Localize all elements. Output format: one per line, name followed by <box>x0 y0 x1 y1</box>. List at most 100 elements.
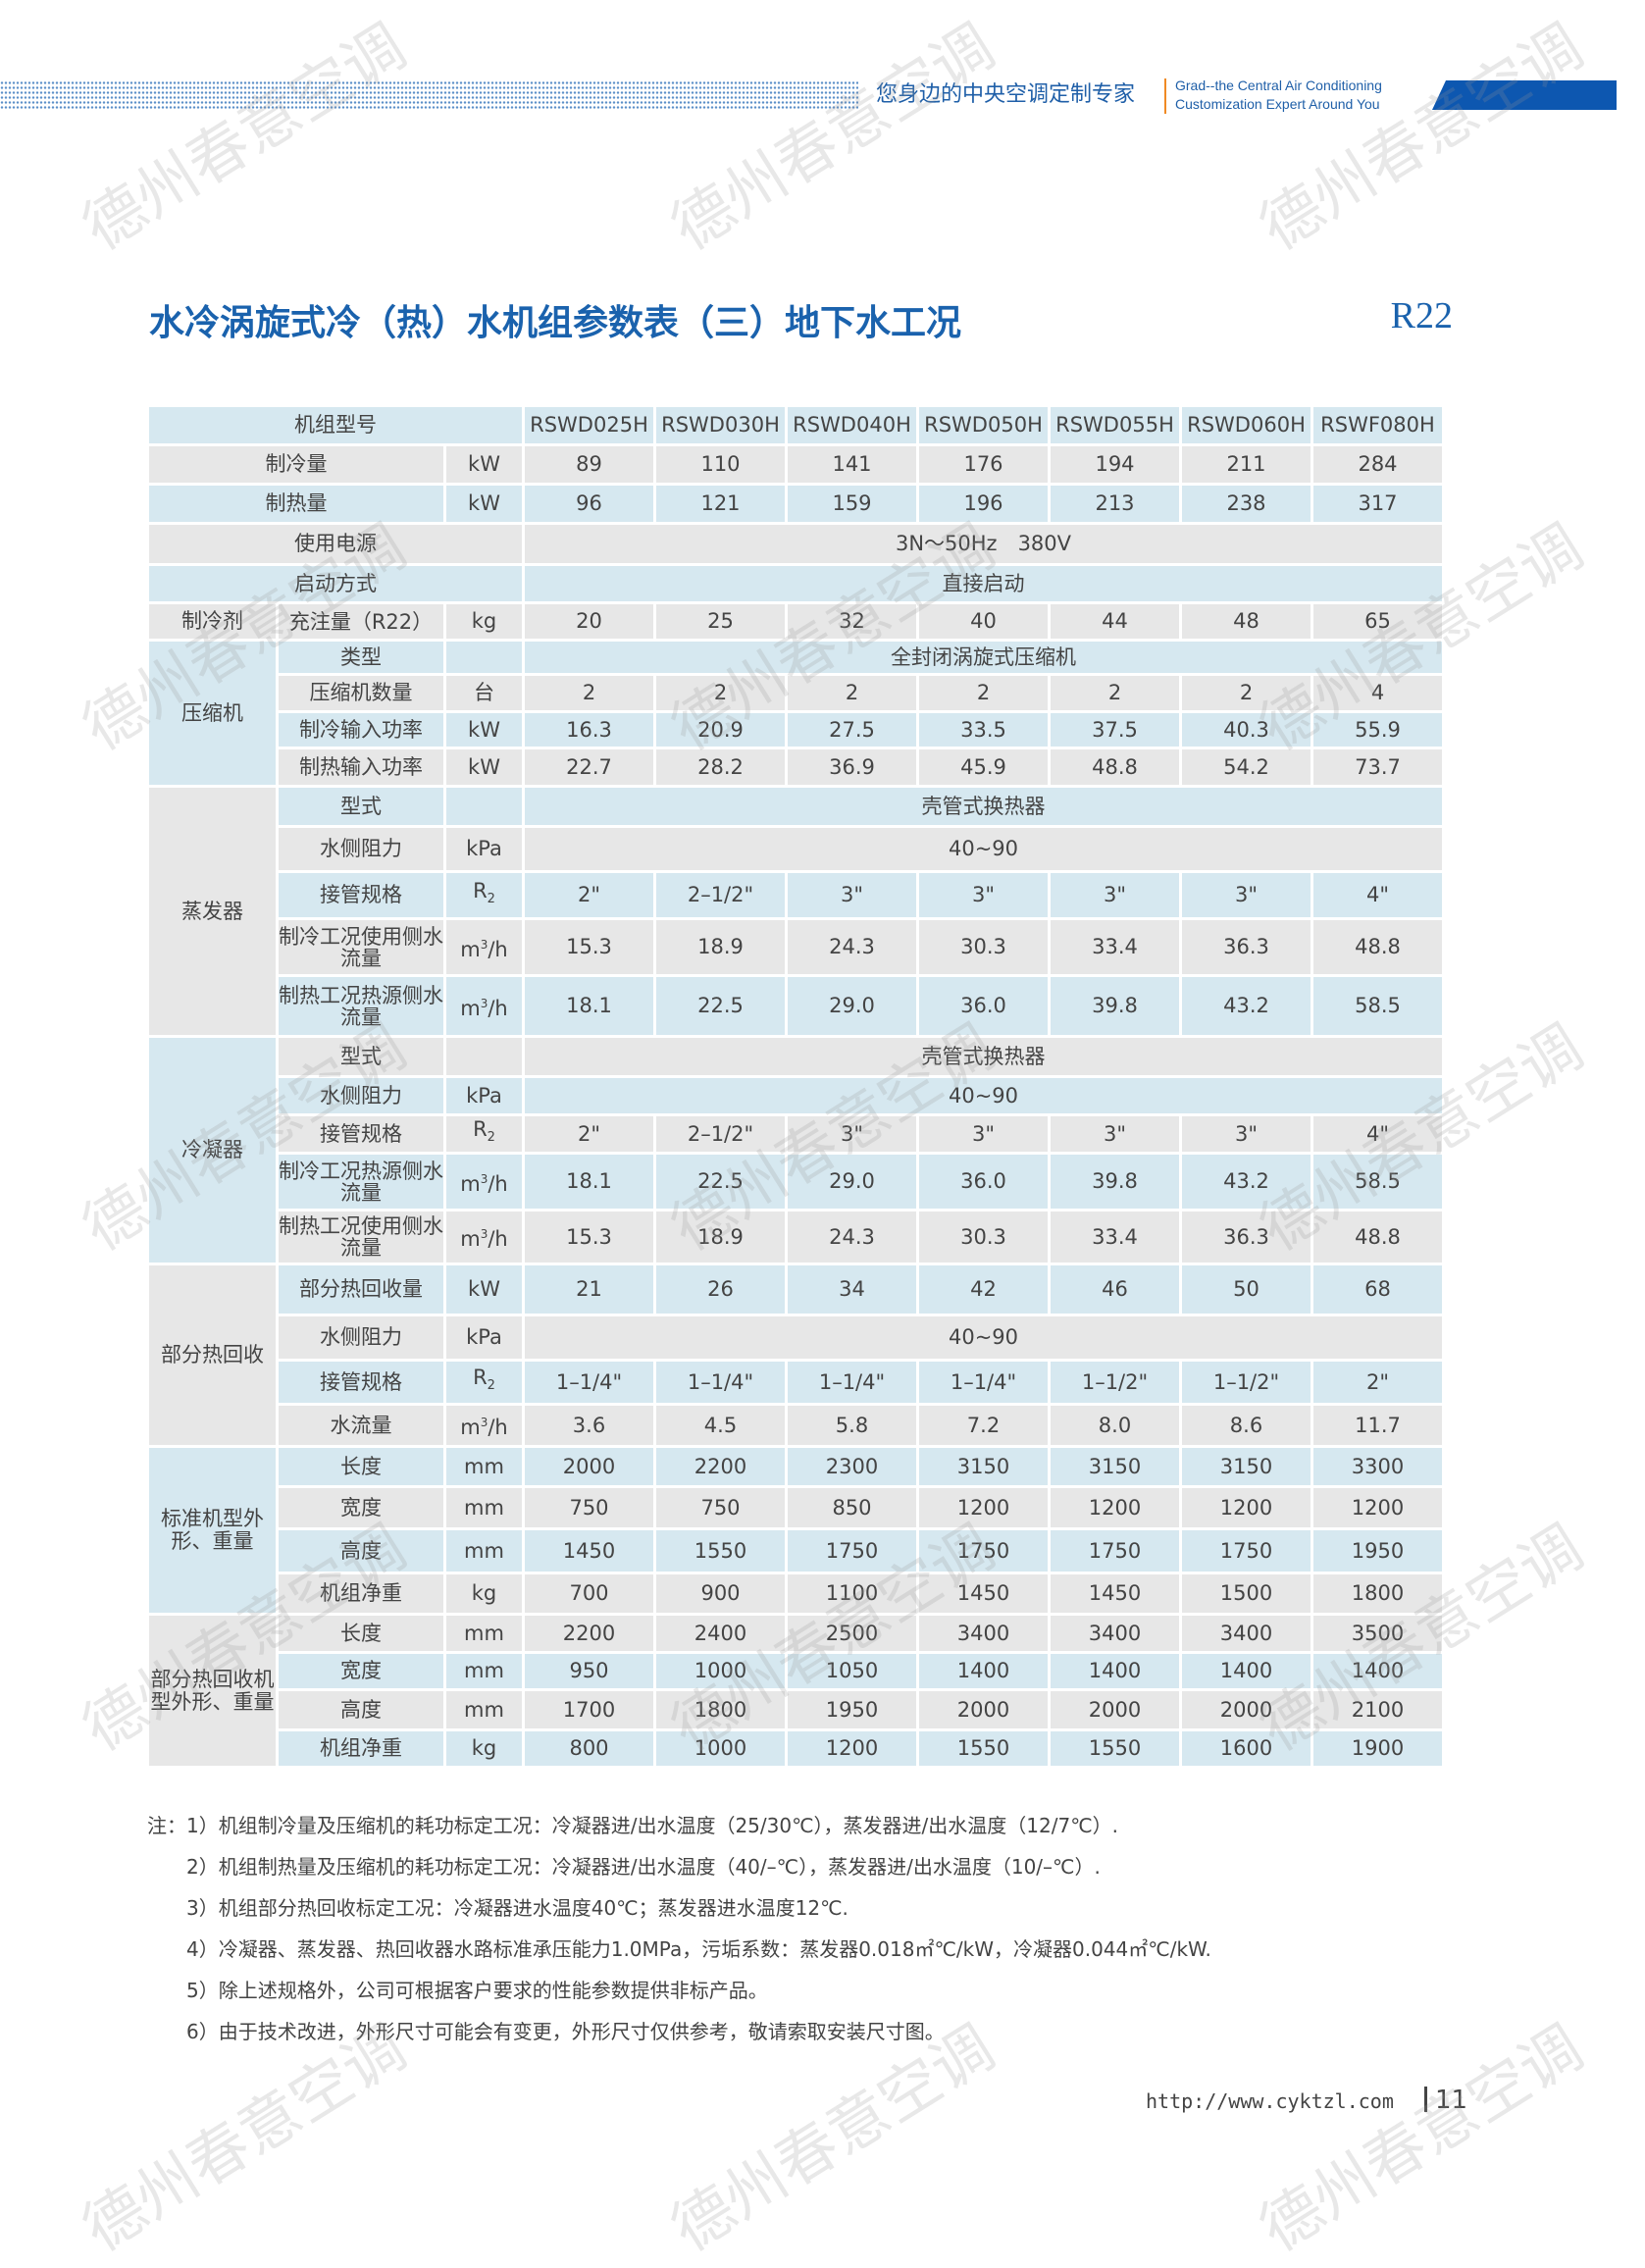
row-unit: R2 <box>446 1362 522 1403</box>
value-cell: 2" <box>1313 1362 1442 1403</box>
table-row: 部分热回收机型外形、重量 长度 mm 2200 2400 2500 3400 3400 3400… <box>149 1616 1442 1766</box>
value-cell: 50 <box>1182 1265 1311 1314</box>
value-cell: 750 <box>656 1488 785 1527</box>
spanning-value: 壳管式换热器 <box>525 788 1442 825</box>
value-cell: 24.3 <box>788 920 916 974</box>
value-cell: 48.8 <box>1051 749 1179 785</box>
row-unit: R2 <box>446 1116 522 1152</box>
value-cell: 3150 <box>919 1448 1048 1485</box>
page-bar <box>1424 2087 1427 2112</box>
row-label: 机组净重 <box>279 1574 443 1613</box>
english-line-1: Grad--the Central Air Conditioning <box>1175 77 1382 93</box>
table-row: 宽度 mm 750 750 850 1200 1200 1200 1200 <box>149 1488 1442 1527</box>
watermark: 德州春意空调 <box>1247 2011 1596 2266</box>
table-row: 冷凝器 型式 壳管式换热器 <box>149 1038 1442 1263</box>
value-cell: 32 <box>788 604 916 639</box>
value-cell: 4" <box>1313 873 1442 917</box>
value-cell: 1200 <box>1182 1488 1311 1527</box>
value-cell: 58.5 <box>1313 1155 1442 1209</box>
value-cell: 1600 <box>1182 1731 1311 1766</box>
value-cell: 800 <box>525 1731 653 1766</box>
row-unit: mm <box>446 1448 522 1485</box>
value-cell: 58.5 <box>1313 977 1442 1035</box>
row-unit: kg <box>446 604 522 639</box>
value-cell: 284 <box>1313 446 1442 483</box>
value-cell: 2–1/2" <box>656 873 785 917</box>
value-cell: 27.5 <box>788 713 916 747</box>
value-cell: 1750 <box>788 1530 916 1572</box>
value-cell: 2 <box>656 676 785 710</box>
footer-url[interactable]: http://www.cyktzl.com <box>1146 2089 1394 2113</box>
value-cell: 54.2 <box>1182 749 1311 785</box>
value-cell: 1100 <box>788 1574 916 1613</box>
table-row: 高度 mm 1450 1550 1750 1750 1750 1750 1950 <box>149 1530 1442 1572</box>
value-cell: 211 <box>1182 446 1311 483</box>
value-cell: 1200 <box>1051 1488 1179 1527</box>
english-line-2: Customization Expert Around You <box>1175 96 1380 112</box>
value-cell: 36.3 <box>1182 920 1311 974</box>
spanning-value: 直接启动 <box>525 566 1442 601</box>
value-cell: 3400 <box>1182 1616 1311 1651</box>
value-cell: 42 <box>919 1265 1048 1314</box>
value-cell: 4.5 <box>656 1406 785 1445</box>
row-label: 制热输入功率 <box>279 749 443 785</box>
value-cell: 55.9 <box>1313 713 1442 747</box>
row-label: 接管规格 <box>279 1116 443 1152</box>
table-row: 制热工况使用侧水流量 m3/h 15.3 18.9 24.3 30.3 33.4 36.3 48… <box>149 1211 1442 1263</box>
value-cell: 20 <box>525 604 653 639</box>
model-header: RSWD030H <box>656 407 785 443</box>
value-cell: 68 <box>1313 1265 1442 1314</box>
table-row: 蒸发器 型式 壳管式换热器 <box>149 788 1442 1035</box>
value-cell: 3" <box>788 1116 916 1152</box>
table-header-row: 机组型号 RSWD025H RSWD030H RSWD040H RSWD050H RSWD… <box>149 407 1442 443</box>
row-unit: m3/h <box>446 1155 522 1209</box>
value-cell: 18.9 <box>656 1211 785 1263</box>
row-label: 长度 <box>279 1448 443 1485</box>
spanning-value: 3N～50Hz 380V <box>525 525 1442 563</box>
row-unit: mm <box>446 1654 522 1688</box>
row-label: 制热量 <box>149 486 443 522</box>
group-cell: 冷凝器 <box>149 1038 276 1263</box>
value-cell: 1200 <box>788 1731 916 1766</box>
watermark: 德州春意空调 <box>658 10 1007 265</box>
row-label: 制冷工况热源侧水流量 <box>279 1155 443 1209</box>
row-label: 接管规格 <box>279 1362 443 1403</box>
value-cell: 1750 <box>1051 1530 1179 1572</box>
row-unit: kg <box>446 1731 522 1766</box>
row-unit: kW <box>446 1265 522 1314</box>
value-cell: 33.4 <box>1051 1211 1179 1263</box>
value-cell: 48.8 <box>1313 1211 1442 1263</box>
value-cell: 89 <box>525 446 653 483</box>
value-cell: 15.3 <box>525 920 653 974</box>
value-cell: 29.0 <box>788 977 916 1035</box>
row-unit: mm <box>446 1691 522 1728</box>
table-row: 制冷工况使用侧水流量 m3/h 15.3 18.9 24.3 30.3 33.4 36.3 48… <box>149 920 1442 974</box>
row-label: 充注量（R22） <box>279 604 443 639</box>
value-cell: 33.4 <box>1051 920 1179 974</box>
value-cell: 3400 <box>919 1616 1048 1651</box>
row-label: 高度 <box>279 1691 443 1728</box>
value-cell: 1400 <box>1182 1654 1311 1688</box>
table-row: 制冷量 kW 89 110 141 176 194 211 284 <box>149 446 1442 483</box>
value-cell: 1550 <box>919 1731 1048 1766</box>
group-cell: 蒸发器 <box>149 788 276 1035</box>
value-cell: 2200 <box>656 1448 785 1485</box>
refrigerant-tag: R22 <box>1390 295 1453 336</box>
row-unit: kPa <box>446 1316 522 1359</box>
row-label: 启动方式 <box>149 566 522 601</box>
row-label: 制热工况使用侧水流量 <box>279 1211 443 1263</box>
value-cell: 43.2 <box>1182 1155 1311 1209</box>
value-cell: 3" <box>919 873 1048 917</box>
model-header: RSWD040H <box>788 407 916 443</box>
row-label: 型式 <box>279 1038 443 1075</box>
table-row: 制冷剂 充注量（R22） kg 20 25 32 40 44 48 65 <box>149 604 1442 639</box>
row-unit: 台 <box>446 676 522 710</box>
value-cell: 48.8 <box>1313 920 1442 974</box>
row-unit: m3/h <box>446 1211 522 1263</box>
notes: 注：1）机组制冷量及压缩机的耗功标定工况：冷凝器进/出水温度（25/30℃），蒸… <box>147 1805 1211 2052</box>
value-cell: 30.3 <box>919 1211 1048 1263</box>
value-cell: 22.7 <box>525 749 653 785</box>
value-cell: 2000 <box>1051 1691 1179 1728</box>
model-header: RSWD050H <box>919 407 1048 443</box>
value-cell: 1400 <box>919 1654 1048 1688</box>
